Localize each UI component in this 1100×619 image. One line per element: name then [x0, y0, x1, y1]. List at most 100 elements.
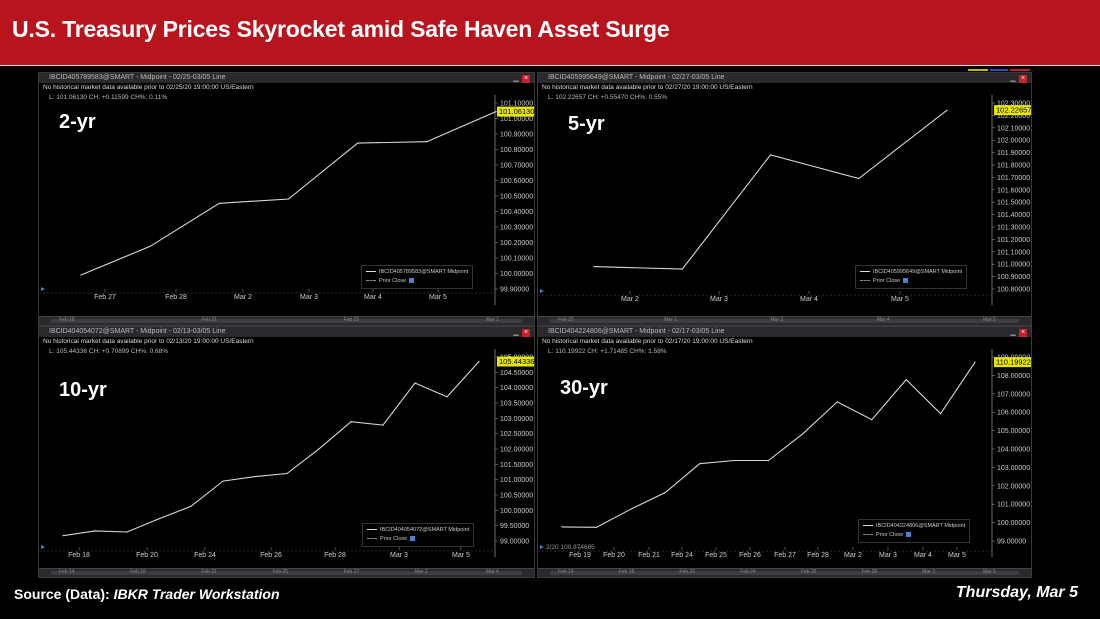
data-point — [94, 530, 96, 532]
legend-checkbox[interactable] — [906, 532, 912, 538]
time-scrollbar[interactable]: Feb 14 Feb 18 Feb 21 Feb 25 Feb 27 Mar 2 Mar 4 — [39, 568, 534, 577]
y-tick-label: 102.10000 — [997, 125, 1030, 132]
data-point — [382, 424, 384, 426]
source-prefix: Source (Data): — [14, 586, 114, 602]
close-icon[interactable]: × — [1019, 75, 1027, 83]
legend-item-prior-close: Prior Close — [863, 531, 965, 540]
y-tick-label: 102.00000 — [500, 447, 533, 454]
maturity-label: 5-yr — [568, 113, 605, 135]
window-titlebar[interactable]: IBCID404224806@SMART - Midpoint - 02/17-… — [538, 327, 1031, 337]
data-point — [318, 448, 320, 450]
chart-window-5-yr[interactable]: IBCID405995649@SMART - Midpoint - 02/27-… — [537, 72, 1032, 326]
price-series-line — [593, 109, 948, 270]
scrollbar-thumb[interactable] — [550, 571, 1019, 575]
minimize-icon[interactable]: ▁ — [513, 75, 519, 82]
legend-item-series: IBCID404224806@SMART Midpoint — [863, 522, 965, 531]
page-title: U.S. Treasury Prices Skyrocket amid Safe… — [12, 16, 670, 42]
time-scrollbar[interactable]: Feb 18 Feb 21 Feb 25 Mar 1 — [39, 316, 534, 325]
x-tick-label: Mar 5 — [452, 552, 470, 559]
chart-window-30-yr[interactable]: IBCID404224806@SMART - Midpoint - 02/17-… — [537, 326, 1032, 578]
x-tick-label: Feb 18 — [68, 552, 90, 559]
legend-line-swatch — [366, 271, 376, 273]
crosshair-readout: 2/20 100.874685 — [546, 544, 595, 551]
line-chart[interactable]: 102.30000 102.20000 102.10000 102.00000 101.… — [538, 73, 1032, 319]
legend-checkbox[interactable] — [409, 278, 415, 284]
legend-checkbox[interactable] — [410, 536, 416, 542]
minimize-icon[interactable]: ▁ — [513, 329, 519, 336]
line-chart[interactable]: 109.00000108.00000107.00000106.00000105.… — [538, 327, 1032, 571]
chart-window-2-yr[interactable]: IBCID405789583@SMART - Midpoint - 02/25-… — [38, 72, 535, 326]
y-tick-label: 101.50000 — [500, 462, 533, 469]
data-point — [905, 379, 907, 381]
x-tick-label: Mar 3 — [300, 294, 318, 301]
chart-window-10-yr[interactable]: IBCID404054072@SMART - Midpoint - 02/13-… — [38, 326, 535, 578]
scrollbar-date-label: Mar 5 — [983, 317, 996, 323]
legend-prior-label: Prior Close — [380, 536, 408, 542]
minimize-icon[interactable]: ▁ — [1010, 75, 1016, 82]
y-tick-label: 101.80000 — [997, 163, 1030, 170]
date-label: Thursday, Mar 5 — [955, 584, 1078, 601]
data-point — [357, 142, 359, 144]
data-point — [939, 413, 942, 415]
chart-legend: IBCID404054072@SMART Midpoint Prior Close — [362, 523, 475, 547]
x-tick-label: Feb 26 — [260, 552, 282, 559]
window-titlebar[interactable]: IBCID405789583@SMART - Midpoint - 02/25-… — [39, 73, 534, 83]
time-scrollbar[interactable]: Feb 25 Mar 1 Mar 3 Mar 4 Mar 5 — [538, 316, 1031, 325]
scrollbar-date-label: Mar 3 — [922, 569, 936, 575]
minimize-icon[interactable]: ▁ — [1010, 329, 1016, 336]
scrollbar-thumb[interactable] — [550, 319, 1019, 323]
y-tick-label: 100.20000 — [500, 240, 533, 247]
close-icon[interactable]: × — [522, 329, 530, 337]
y-tick-label: 100.40000 — [500, 209, 533, 216]
scrollbar-date-label: Mar 3 — [770, 317, 784, 323]
scroll-marker-icon — [41, 287, 45, 291]
y-tick-label: 107.00000 — [997, 391, 1030, 398]
legend-item-series: IBCID404054072@SMART Midpoint — [367, 526, 469, 535]
line-chart[interactable]: 101.10000 101.00000 100.90000 100.80000 100.… — [39, 73, 535, 319]
legend-checkbox[interactable] — [903, 278, 909, 284]
last-price-badge — [994, 105, 1031, 116]
price-stats: L: 110.19922 CH: +1.71485 CH%: 1.58% — [548, 348, 667, 355]
x-tick-label: Mar 5 — [948, 552, 966, 559]
close-icon[interactable]: × — [1019, 329, 1027, 337]
scrollbar-date-label: Feb 18 — [618, 569, 635, 575]
y-tick-label: 101.90000 — [997, 150, 1030, 157]
y-tick-label: 101.50000 — [997, 200, 1030, 207]
data-point — [664, 491, 666, 494]
y-tick-label: 102.00000 — [997, 138, 1030, 145]
time-scrollbar[interactable]: Feb 14 Feb 18 Feb 20 Feb 24 Feb 26 Feb 28 Mar … — [538, 568, 1031, 577]
legend-series-label: IBCID405789583@SMART Midpoint — [379, 269, 469, 275]
scrollbar-date-label: Feb 24 — [740, 569, 756, 575]
data-point — [946, 109, 948, 111]
window-controls: ▁ × — [1009, 74, 1027, 83]
x-tick-label: Feb 28 — [324, 552, 346, 559]
y-tick-label: 100.90000 — [500, 132, 533, 139]
window-titlebar[interactable]: IBCID405995649@SMART - Midpoint - 02/27-… — [538, 73, 1031, 83]
legend-prior-label: Prior Close — [873, 278, 901, 284]
scrollbar-thumb[interactable] — [51, 319, 522, 323]
line-chart[interactable]: 105.00000104.50000104.00000103.50000103.… — [39, 327, 535, 571]
close-icon[interactable]: × — [522, 75, 530, 83]
window-controls: ▁ × — [512, 74, 530, 83]
x-tick-label: Feb 24 — [671, 552, 693, 559]
window-titlebar[interactable]: IBCID404054072@SMART - Midpoint - 02/13-… — [39, 327, 534, 337]
last-price-label: 101.06130 — [499, 107, 534, 116]
scroll-marker-icon — [41, 545, 45, 549]
y-tick-label: 102.50000 — [500, 431, 533, 438]
x-tick-label: Feb 28 — [165, 294, 187, 301]
data-availability-notice: No historical market data available prio… — [542, 338, 753, 345]
y-tick-label: 99.00000 — [500, 539, 529, 546]
y-tick-label: 100.00000 — [500, 271, 533, 278]
last-price-badge — [994, 357, 1031, 368]
window-title: IBCID405995649@SMART - Midpoint - 02/27-… — [548, 74, 725, 81]
y-tick-label: 101.00000 — [997, 502, 1030, 509]
window-controls: ▁ × — [1009, 328, 1027, 337]
legend-dash-swatch — [860, 280, 870, 282]
legend-dash-swatch — [367, 538, 377, 540]
x-tick-label: Mar 2 — [621, 296, 639, 303]
y-tick-label: 101.70000 — [997, 175, 1030, 182]
scrollbar-thumb[interactable] — [51, 571, 522, 575]
y-tick-label: 100.10000 — [500, 256, 533, 263]
window-title: IBCID404054072@SMART - Midpoint - 02/13-… — [49, 328, 226, 335]
scrollbar-date-label: Feb 25 — [558, 317, 574, 323]
